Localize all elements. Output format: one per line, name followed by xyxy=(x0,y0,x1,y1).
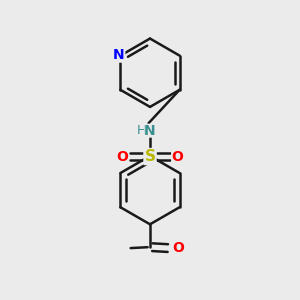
Text: N: N xyxy=(144,124,156,138)
Text: O: O xyxy=(171,149,183,164)
Text: H: H xyxy=(136,124,146,137)
Text: N: N xyxy=(113,48,125,62)
Text: O: O xyxy=(117,149,129,164)
Text: O: O xyxy=(172,241,184,255)
Text: S: S xyxy=(145,149,155,164)
